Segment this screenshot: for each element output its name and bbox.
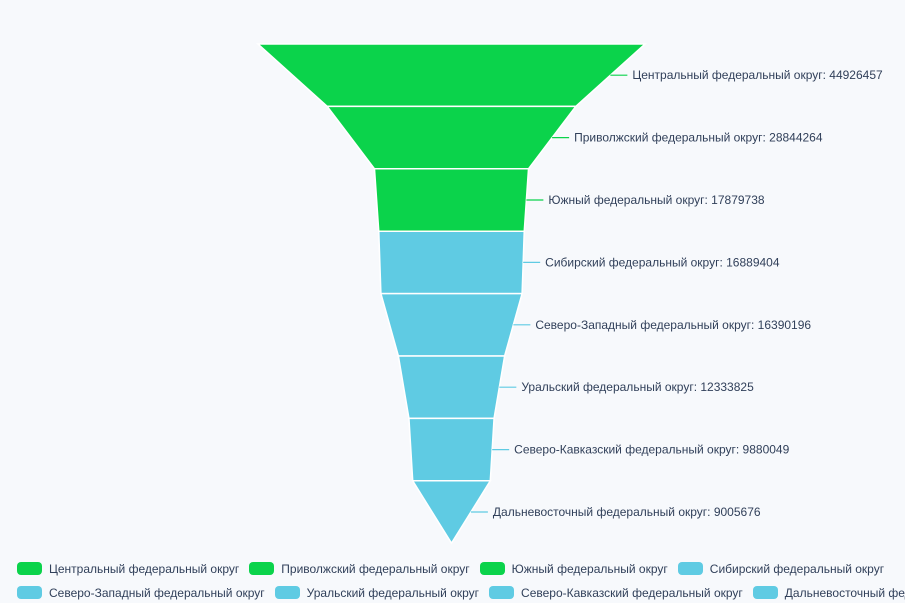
legend-label-1: Центральный федеральный округ bbox=[49, 561, 240, 576]
legend-swatch-7 bbox=[489, 586, 515, 599]
segment-label-8: Дальневосточный федеральный округ: 90056… bbox=[493, 505, 761, 519]
funnel-segment-6[interactable] bbox=[397, 355, 506, 420]
funnel-segment-4[interactable] bbox=[377, 230, 526, 295]
chart-legend: Центральный федеральный округ Приволжский… bbox=[17, 557, 905, 603]
funnel-segment-7[interactable] bbox=[408, 417, 495, 482]
segment-label-3: Южный федеральный округ: 17879738 bbox=[548, 193, 765, 207]
legend-swatch-5 bbox=[17, 586, 42, 599]
segment-label-1: Центральный федеральный округ: 44926457 bbox=[632, 68, 883, 82]
legend-label-5: Северо-Западный федеральный округ bbox=[49, 585, 265, 600]
funnel-segment-1[interactable] bbox=[256, 43, 647, 108]
legend-label-2: Приволжский федеральный округ bbox=[281, 561, 470, 576]
segment-label-2: Приволжский федеральный округ: 28844264 bbox=[574, 131, 823, 145]
funnel-segment-5[interactable] bbox=[379, 292, 524, 357]
legend-label-8: Дальневосточный федеральный округ bbox=[784, 585, 905, 600]
funnel-segment-3[interactable] bbox=[373, 168, 530, 232]
legend-swatch-1 bbox=[17, 562, 42, 575]
legend-item-8[interactable]: Дальневосточный федеральный округ bbox=[752, 585, 905, 600]
funnel-segment-2[interactable] bbox=[325, 105, 578, 170]
funnel-chart: Центральный федеральный округ: 44926457 П… bbox=[256, 43, 883, 545]
legend-row-2: Северо-Западный федеральный округ Уральск… bbox=[17, 581, 905, 603]
legend-swatch-2 bbox=[249, 562, 275, 575]
segment-label-4: Сибирский федеральный округ: 16889404 bbox=[545, 255, 780, 269]
legend-item-5[interactable]: Северо-Западный федеральный округ bbox=[17, 586, 265, 600]
legend-label-4: Сибирский федеральный округ bbox=[709, 561, 885, 576]
legend-item-7[interactable]: Северо-Кавказский федеральный округ bbox=[489, 586, 743, 600]
legend-item-4[interactable]: Сибирский федеральный округ bbox=[677, 561, 885, 576]
legend-label-6: Уральский федеральный округ bbox=[306, 585, 480, 600]
segment-label-6: Уральский федеральный округ: 12333825 bbox=[521, 380, 754, 394]
legend-swatch-6 bbox=[274, 586, 300, 599]
legend-item-2[interactable]: Приволжский федеральный округ bbox=[249, 561, 470, 576]
legend-label-3: Южный федеральный округ bbox=[511, 561, 668, 576]
legend-swatch-3 bbox=[479, 562, 505, 575]
legend-swatch-8 bbox=[752, 586, 778, 599]
legend-item-1[interactable]: Центральный федеральный округ bbox=[17, 562, 239, 576]
legend-item-3[interactable]: Южный федеральный округ bbox=[479, 561, 668, 576]
legend-label-7: Северо-Кавказский федеральный округ bbox=[521, 585, 743, 600]
segment-label-5: Северо-Западный федеральный округ: 16390… bbox=[535, 318, 811, 332]
legend-swatch-4 bbox=[677, 562, 703, 575]
segment-label-7: Северо-Кавказский федеральный округ: 988… bbox=[514, 443, 789, 457]
legend-item-6[interactable]: Уральский федеральный округ bbox=[274, 585, 480, 600]
legend-row-1: Центральный федеральный округ Приволжский… bbox=[17, 557, 905, 580]
